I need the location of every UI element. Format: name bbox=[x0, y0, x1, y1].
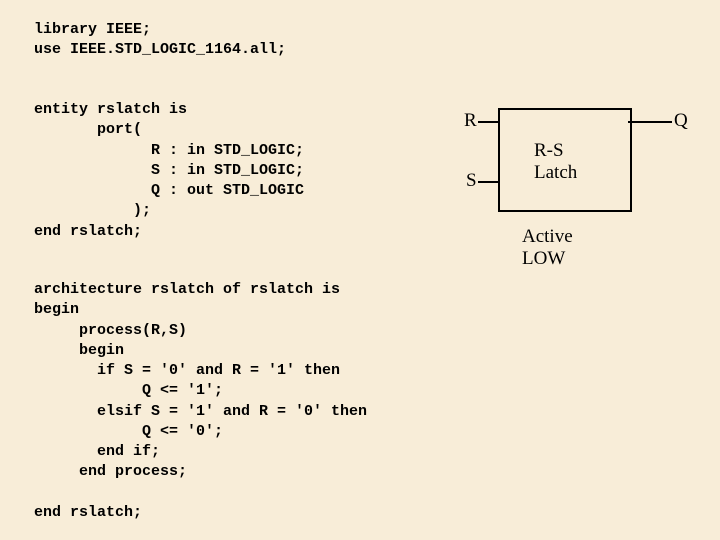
latch-caption: Active LOW bbox=[522, 226, 573, 270]
output-q-label: Q bbox=[674, 110, 688, 132]
latch-title: R-S Latch bbox=[534, 140, 577, 184]
input-s-label: S bbox=[466, 170, 477, 192]
code-architecture: architecture rslatch of rslatch is begin… bbox=[34, 280, 367, 523]
code-entity: entity rslatch is port( R : in STD_LOGIC… bbox=[34, 100, 304, 242]
code-header: library IEEE; use IEEE.STD_LOGIC_1164.al… bbox=[34, 20, 286, 61]
input-r-label: R bbox=[464, 110, 477, 132]
